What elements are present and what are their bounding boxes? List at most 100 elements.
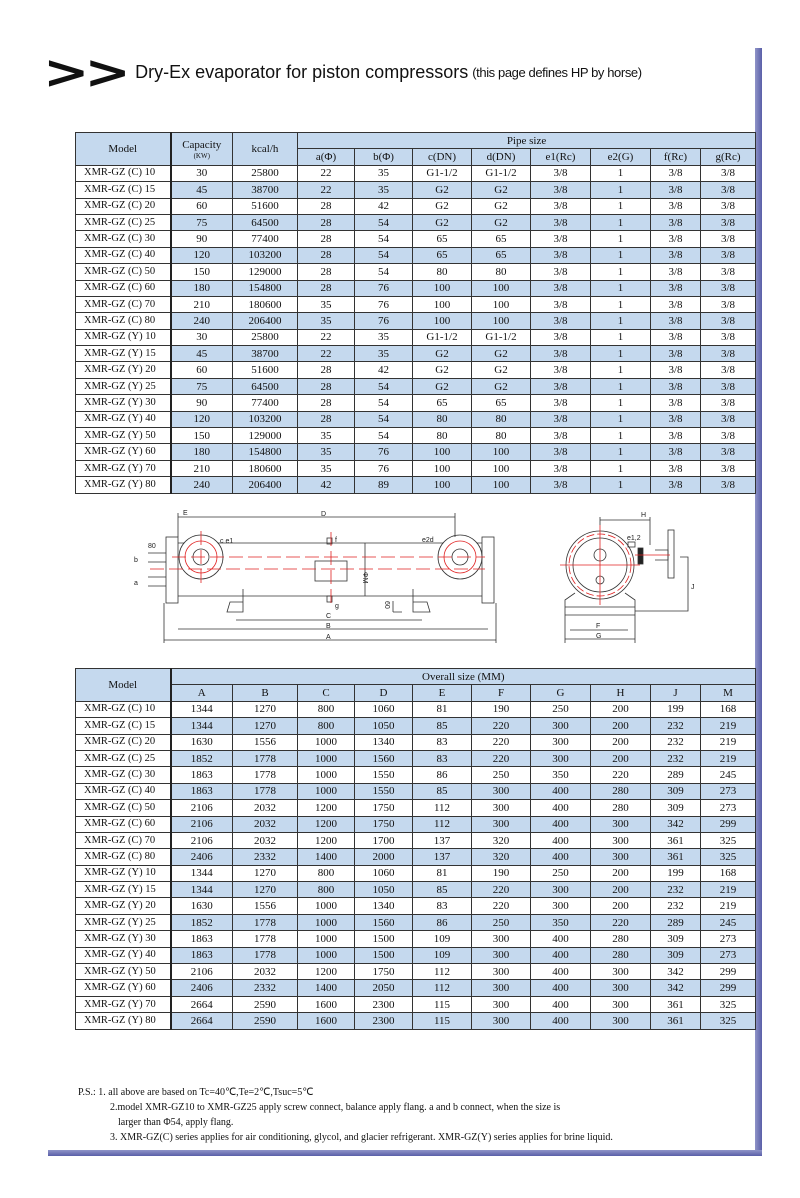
value-cell: 54 [354,230,413,248]
value-cell: 400 [530,1012,591,1030]
value-cell: 1344 [170,864,233,883]
value-cell: 2590 [232,995,298,1014]
value-cell: 1500 [354,946,413,965]
value-cell: 400 [530,815,591,833]
value-cell: 1344 [170,717,233,735]
value-cell: 220 [471,733,531,751]
value-cell: 109 [412,930,472,948]
value-cell: 200 [590,700,651,719]
value-cell: 2664 [170,1012,233,1030]
value-cell: 3/8 [530,459,591,478]
table-row: XMR-GZ (C) 10 30 25800 22 35 G1-1/2 G1-1/2 3/8 1… [75,164,757,183]
value-cell: 273 [699,782,757,801]
value-cell: 1 [590,394,651,412]
value-cell: 3/8 [530,181,591,199]
value-cell: 35 [354,181,413,199]
value-cell: 3/8 [530,328,591,347]
value-cell: 28 [297,230,355,248]
value-cell: 325 [699,1012,757,1030]
value-cell: 309 [650,799,701,817]
value-cell: 1863 [170,946,233,965]
value-cell: 90 [170,230,233,248]
value-cell: 210 [170,459,233,478]
model-cell: XMR-GZ (Y) 70 [75,995,172,1014]
model-cell: XMR-GZ (C) 25 [75,749,172,768]
label-a: a [134,580,138,587]
value-cell: 220 [590,766,651,784]
value-cell: G2 [412,181,472,199]
value-cell: 289 [650,766,701,784]
value-cell: 75 [170,213,233,232]
value-cell: 109 [412,946,472,965]
value-cell: 3/8 [699,427,757,445]
value-cell: 54 [354,427,413,445]
value-cell: 168 [699,700,757,719]
value-cell: 800 [297,864,355,883]
model-cell: XMR-GZ (C) 60 [75,279,172,297]
value-cell: 361 [650,1012,701,1030]
value-cell: 1060 [354,864,413,883]
value-cell: 100 [412,476,472,494]
value-cell: 2406 [170,979,233,997]
model-cell: XMR-GZ (Y) 20 [75,897,172,915]
value-cell: 3/8 [650,394,701,412]
value-cell: G2 [412,377,472,396]
value-cell: 1270 [232,881,298,899]
value-cell: 3/8 [650,361,701,379]
table-row: XMR-GZ (Y) 20 60 51600 28 42 G2 G2 3/8 1 3/8 3/8 [75,361,757,379]
value-cell: 100 [412,279,472,297]
value-cell: 2106 [170,799,233,817]
value-cell: 199 [650,700,701,719]
value-cell: 35 [297,459,355,478]
value-cell: 81 [412,864,472,883]
value-cell: 220 [590,913,651,932]
value-cell: 3/8 [699,312,757,330]
value-cell: 2106 [170,831,233,850]
value-cell: 299 [699,963,757,981]
value-cell: 1000 [297,766,355,784]
value-cell: G2 [471,197,531,215]
value-cell: G2 [471,377,531,396]
value-cell: 273 [699,799,757,817]
value-cell: 22 [297,181,355,199]
value-cell: 154800 [232,443,298,461]
value-cell: 2106 [170,963,233,981]
value-cell: 1 [590,295,651,314]
value-cell: 3/8 [650,459,701,478]
header-model: Model [75,668,172,702]
value-cell: G2 [412,213,472,232]
table-row: XMR-GZ (Y) 70 2664 2590 1600 2300 115 300 400 30… [75,995,757,1014]
value-cell: 3/8 [699,279,757,297]
value-cell: 1200 [297,963,355,981]
value-cell: 81 [412,700,472,719]
value-cell: 1500 [354,930,413,948]
model-cell: XMR-GZ (Y) 70 [75,459,172,478]
value-cell: 35 [354,164,413,183]
value-cell: 100 [412,459,472,478]
model-cell: XMR-GZ (Y) 15 [75,881,172,899]
value-cell: 309 [650,930,701,948]
value-cell: 400 [530,799,591,817]
value-cell: 35 [297,427,355,445]
value-cell: 1000 [297,782,355,801]
column-header: J [650,684,701,702]
value-cell: 200 [590,733,651,751]
value-cell: 77400 [232,230,298,248]
value-cell: 3/8 [699,295,757,314]
dim-80: 80 [148,543,156,550]
value-cell: 120 [170,246,233,265]
value-cell: 1400 [297,979,355,997]
end-centerlines [560,525,670,605]
value-cell: 300 [590,831,651,850]
value-cell: 35 [297,295,355,314]
column-header: A [170,684,233,702]
value-cell: G1-1/2 [471,164,531,183]
value-cell: 85 [412,717,472,735]
value-cell: 190 [471,700,531,719]
value-cell: 3/8 [650,213,701,232]
value-cell: 219 [699,749,757,768]
dim-H: H [641,512,646,519]
value-cell: 1550 [354,766,413,784]
column-header: a(Φ) [297,148,355,166]
value-cell: 180 [170,279,233,297]
